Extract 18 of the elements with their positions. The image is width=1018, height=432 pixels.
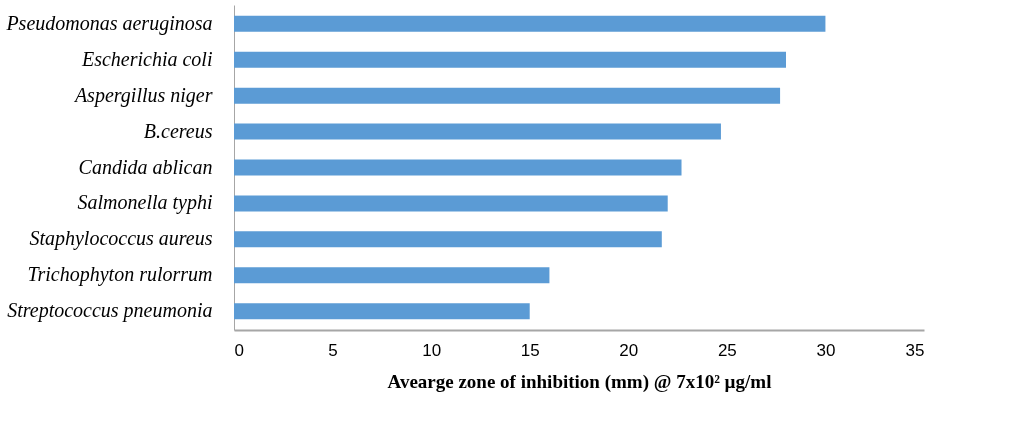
- y-tick-label: Trichophyton rulorrum: [27, 263, 213, 287]
- y-tick-label: Aspergillus niger: [72, 83, 213, 107]
- y-tick-label: Streptococcus pneumonia: [7, 299, 213, 323]
- y-tick-label: Escherichia coli: [80, 47, 213, 70]
- y-tick-label: Pseudomonas aeruginosa: [5, 11, 213, 35]
- x-tick-label: 20: [619, 340, 639, 360]
- x-tick-label: 10: [422, 340, 442, 360]
- y-tick-label: B.cereus: [143, 119, 213, 142]
- x-tick-label: 25: [717, 340, 737, 360]
- x-tick-label: 5: [328, 340, 338, 360]
- x-tick-label: 30: [816, 340, 836, 360]
- y-tick-label: Salmonella typhi: [77, 191, 213, 215]
- x-axis-title: Avearge zone of inhibition (mm) @ 7x10² µg/ml: [387, 370, 772, 393]
- x-tick-label: 35: [905, 340, 925, 360]
- y-tick-label: Candida ablican: [78, 155, 213, 178]
- y-tick-label: Staphylococcus aureus: [29, 227, 213, 251]
- x-tick-label: 0: [234, 340, 244, 360]
- x-tick-label: 15: [520, 340, 540, 360]
